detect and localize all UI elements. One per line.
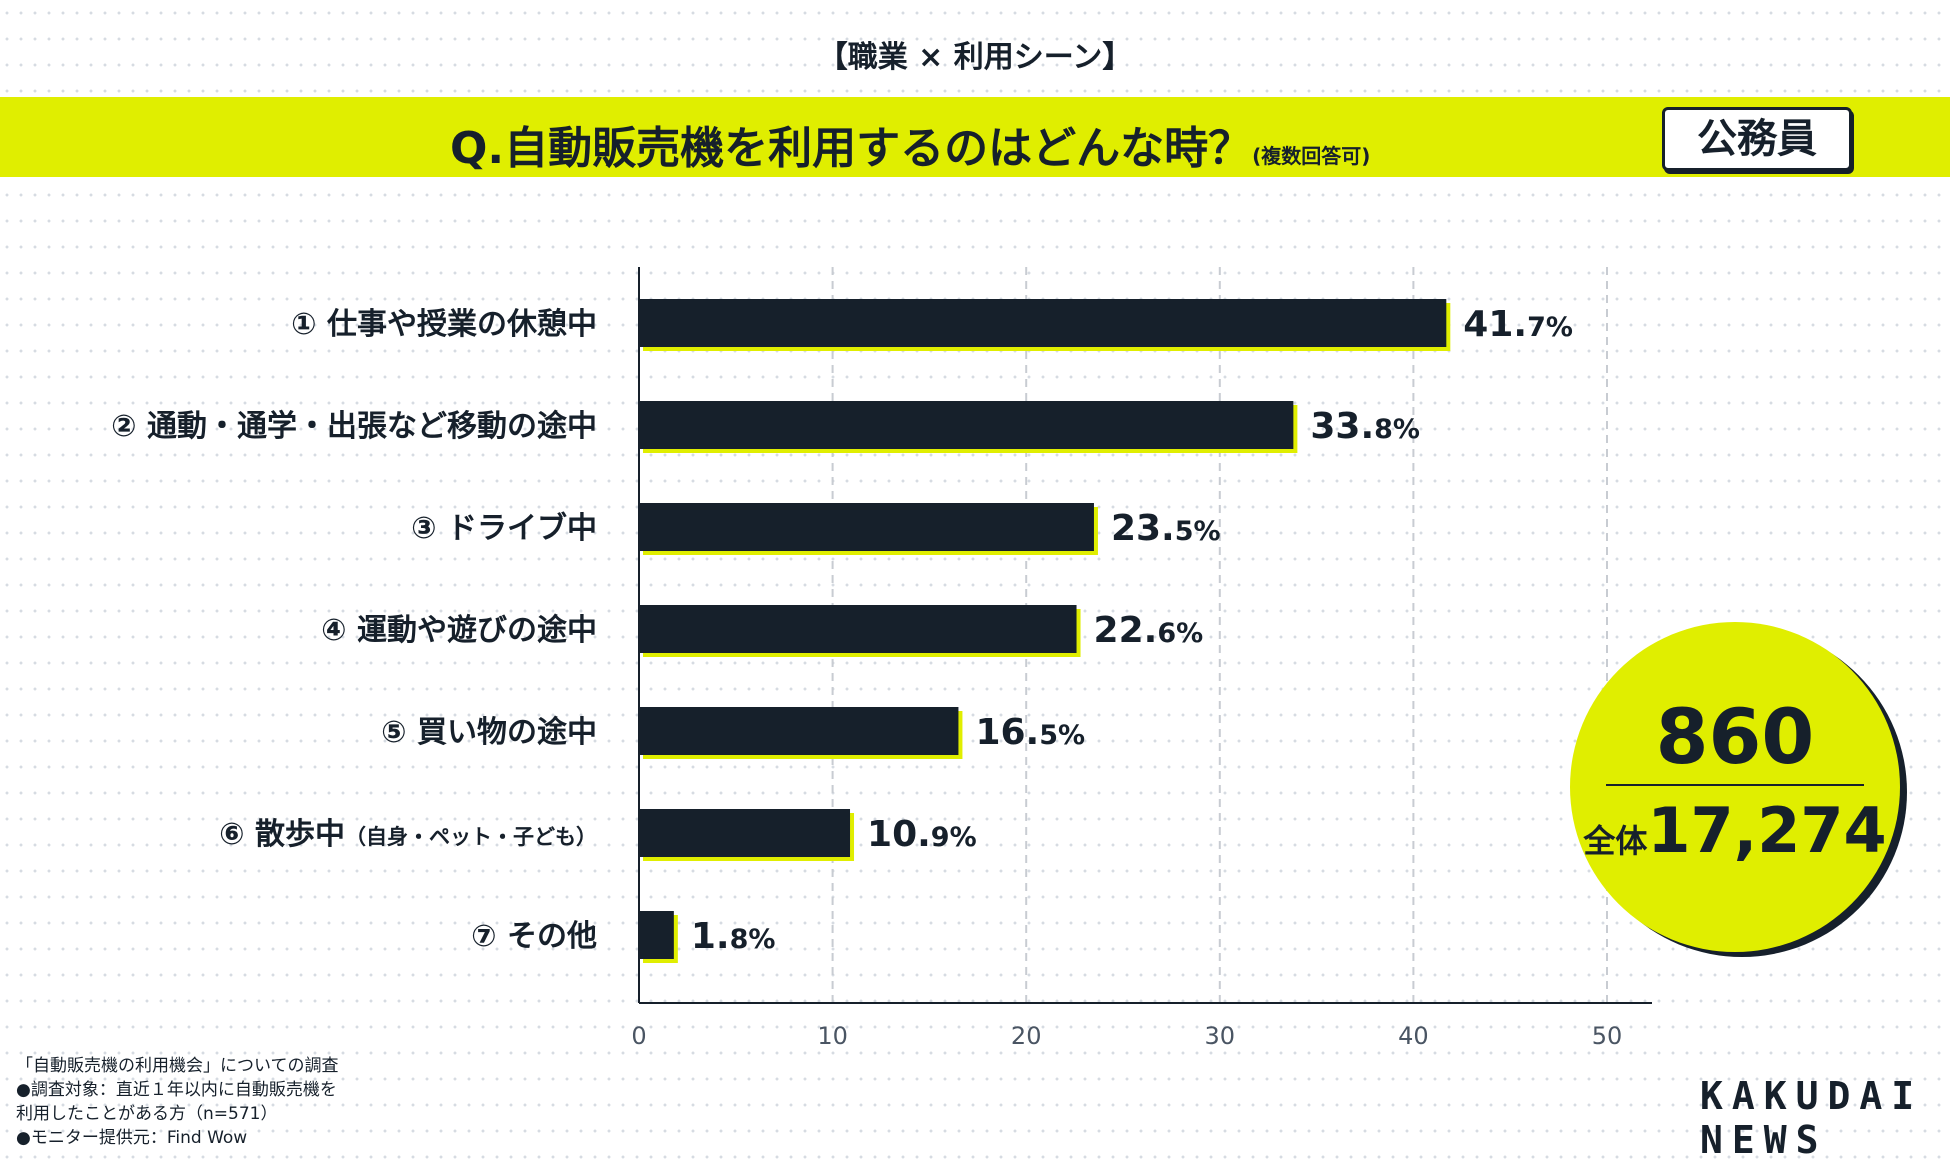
footer-line: ●調査対象：直近１年以内に自動販売機を [16, 1080, 337, 1100]
value-label: 41.7% [1463, 304, 1573, 345]
logo-line1: KAKUDAI [1700, 1074, 1924, 1118]
bar [639, 809, 851, 857]
value-label: 23.5% [1111, 508, 1221, 549]
category-label: ② 通動・通学・出張など移動の途中 [111, 409, 597, 444]
summary-circle: 860 全体17,274 [1570, 622, 1900, 952]
question-note: (複数回答可) [1252, 144, 1371, 168]
category-label: ⑦ その他 [471, 919, 597, 954]
footer-line: 利用したことがある方（n=571） [16, 1104, 278, 1124]
bar [639, 707, 959, 755]
category-label: ④ 運動や遊びの途中 [321, 613, 597, 648]
divider [1606, 784, 1864, 786]
category-label: ① 仕事や授業の休憩中 [291, 307, 597, 342]
footer-line: 「自動販売機の利用機会」についての調査 [16, 1056, 339, 1076]
x-tick-label: 50 [1592, 1022, 1623, 1050]
question-text: Q.自動販売機を利用するのはどんな時？ [450, 123, 1253, 174]
occupation-badge: 公務員 [1662, 107, 1852, 171]
bar [639, 911, 674, 959]
x-tick-label: 30 [1205, 1022, 1236, 1050]
logo-line2: NEWS [1700, 1118, 1828, 1162]
category-label: ⑥ 散歩中（自身・ペット・子ども） [219, 817, 597, 852]
value-label: 16.5% [975, 712, 1085, 753]
value-label: 33.8% [1310, 406, 1420, 447]
x-tick-label: 40 [1398, 1022, 1429, 1050]
footer-notes: 「自動販売機の利用機会」についての調査 ●調査対象：直近１年以内に自動販売機を … [16, 1054, 339, 1150]
total-label: 全体 [1583, 822, 1648, 860]
category-label: ⑤ 買い物の途中 [381, 715, 597, 750]
category-label: ③ ドライブ中 [411, 511, 597, 546]
footer-line: ●モニター提供元：Find Wow [16, 1128, 248, 1148]
value-label: 22.6% [1094, 610, 1204, 651]
x-tick-label: 20 [1011, 1022, 1042, 1050]
bar [639, 401, 1294, 449]
bar [639, 299, 1447, 347]
total-count: 全体17,274 [1570, 794, 1900, 867]
total-value: 17,274 [1647, 794, 1887, 867]
kakudai-news-logo: KAKUDAI NEWS [1700, 1074, 1923, 1162]
respondent-count: 860 [1655, 692, 1815, 781]
bar [639, 503, 1094, 551]
value-label: 10.9% [867, 814, 977, 855]
x-tick-label: 10 [817, 1022, 848, 1050]
x-tick-label: 0 [631, 1022, 646, 1050]
question-title: Q.自動販売機を利用するのはどんな時？(複数回答可) [450, 112, 1370, 176]
question-band [0, 97, 1950, 177]
value-label: 1.8% [691, 916, 776, 957]
bar [639, 605, 1077, 653]
category-title: 【職業 × 利用シーン】 [817, 40, 1133, 75]
